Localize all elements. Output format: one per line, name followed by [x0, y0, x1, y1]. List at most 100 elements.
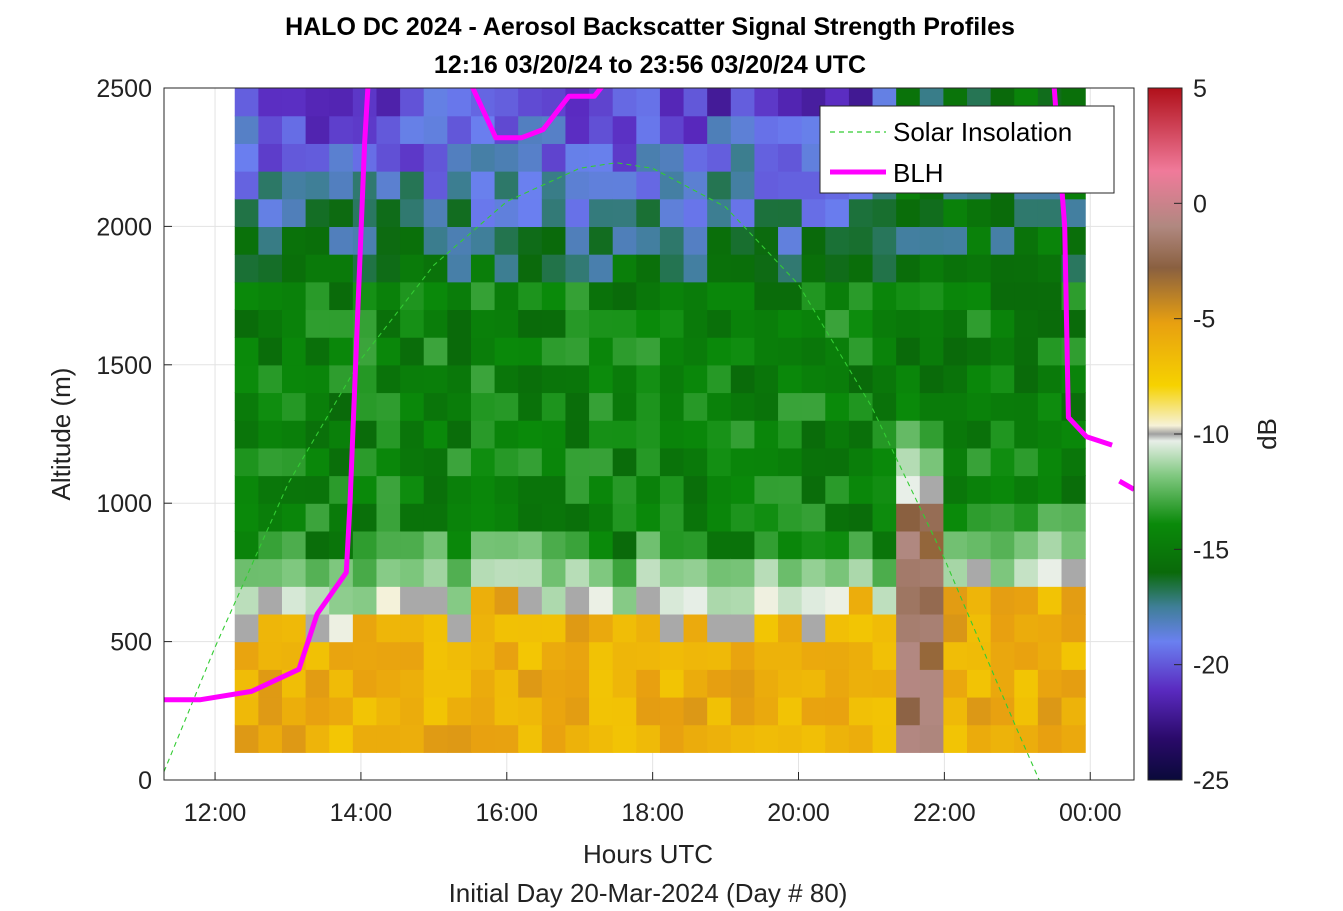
heatmap-cell — [565, 309, 590, 338]
heatmap-cell — [423, 696, 448, 726]
heatmap-cell — [234, 337, 259, 366]
heatmap-cell — [447, 586, 472, 615]
heatmap-cell — [707, 226, 732, 255]
heatmap-cell — [329, 337, 354, 366]
heatmap-cell — [541, 724, 567, 753]
heatmap-cell — [896, 475, 921, 504]
heatmap-cell — [612, 641, 637, 670]
heatmap-cell — [352, 530, 378, 560]
heatmap-cell — [919, 364, 945, 394]
heatmap-cell — [801, 475, 826, 504]
heatmap-cell — [707, 171, 732, 200]
heatmap-cell — [612, 88, 637, 117]
heatmap-cell — [447, 724, 472, 753]
heatmap-cell — [801, 724, 826, 753]
heatmap-cell — [872, 724, 897, 753]
heatmap-cell — [518, 226, 543, 255]
heatmap-cell — [825, 392, 850, 421]
heatmap-cell — [329, 392, 354, 421]
heatmap-cell — [919, 447, 945, 477]
heatmap-cell — [494, 503, 519, 532]
heatmap-cell — [636, 475, 661, 504]
heatmap-cell — [825, 226, 850, 255]
plot-frame — [163, 87, 1135, 781]
heatmap-cell — [990, 281, 1015, 311]
heatmap-cell — [1037, 641, 1063, 670]
heatmap-cell — [518, 364, 543, 394]
heatmap-cell — [352, 226, 378, 255]
heatmap-cell — [967, 586, 992, 615]
heatmap-cell — [967, 392, 992, 421]
heatmap-cell — [825, 475, 850, 504]
heatmap-cell — [896, 447, 921, 477]
heatmap-cell — [683, 309, 708, 338]
heatmap-cell — [778, 337, 803, 366]
heatmap-cell — [730, 392, 756, 421]
heatmap-cell — [990, 392, 1015, 421]
heatmap-cell — [730, 447, 756, 477]
heatmap-cell — [400, 724, 425, 753]
heatmap-cell — [801, 337, 826, 366]
heatmap-cell — [990, 475, 1015, 504]
heatmap-cell — [683, 724, 708, 753]
heatmap-cell — [281, 558, 307, 587]
heatmap-cell — [754, 503, 779, 532]
colorbar-label: dB — [1252, 418, 1282, 450]
heatmap-cell — [541, 558, 567, 587]
heatmap-cell — [400, 420, 425, 449]
heatmap-cell — [990, 337, 1015, 366]
heatmap-cell — [1037, 724, 1063, 753]
heatmap-cell — [470, 392, 496, 421]
heatmap-cell — [329, 198, 354, 227]
heatmap-cell — [470, 696, 496, 726]
heatmap-cell — [659, 115, 685, 144]
y-tick-label: 0 — [138, 767, 152, 795]
heatmap-cell — [400, 669, 425, 698]
heatmap-cell — [990, 613, 1015, 643]
heatmap-cell — [376, 337, 401, 366]
heatmap-cell — [612, 115, 637, 144]
colorbar-tick-label: -10 — [1193, 421, 1229, 449]
heatmap-cell — [305, 88, 330, 117]
heatmap-cell — [1037, 337, 1063, 366]
heatmap-cell — [683, 281, 708, 311]
heatmap-cell — [589, 420, 614, 449]
heatmap-cell — [1061, 641, 1086, 670]
heatmap-cell — [990, 641, 1015, 670]
heatmap-cell — [778, 586, 803, 615]
heatmap-cell — [565, 420, 590, 449]
heatmap-cell — [683, 226, 708, 255]
heatmap-cell — [376, 420, 401, 449]
heatmap-cell — [872, 337, 897, 366]
heatmap-cell — [636, 558, 661, 587]
heatmap-cell — [778, 447, 803, 477]
heatmap-cell — [281, 88, 307, 117]
heatmap-cell — [730, 641, 756, 670]
heatmap-cell — [329, 226, 354, 255]
heatmap-cell — [589, 475, 614, 504]
heatmap-cell — [1037, 613, 1063, 643]
heatmap-cell — [565, 613, 590, 643]
heatmap-cell — [683, 115, 708, 144]
heatmap-cell — [825, 696, 850, 726]
heatmap-cell — [778, 392, 803, 421]
heatmap-cell — [943, 337, 968, 366]
heatmap-cell — [730, 281, 756, 311]
heatmap-cell — [447, 254, 472, 283]
heatmap-cell — [234, 724, 259, 753]
heatmap-cell — [943, 503, 968, 532]
heatmap-cell — [730, 696, 756, 726]
heatmap-cell — [778, 613, 803, 643]
heatmap-cell — [565, 337, 590, 366]
heatmap-cell — [589, 226, 614, 255]
heatmap-cell — [470, 309, 496, 338]
heatmap-cell — [778, 530, 803, 560]
x-tick-label: 14:00 — [330, 799, 393, 827]
heatmap-cell — [778, 171, 803, 200]
heatmap-cell — [778, 696, 803, 726]
heatmap-cell — [943, 558, 968, 587]
heatmap-cell — [754, 724, 779, 753]
heatmap-cell — [376, 198, 401, 227]
heatmap-cell — [801, 586, 826, 615]
heatmap-cell — [305, 420, 330, 449]
